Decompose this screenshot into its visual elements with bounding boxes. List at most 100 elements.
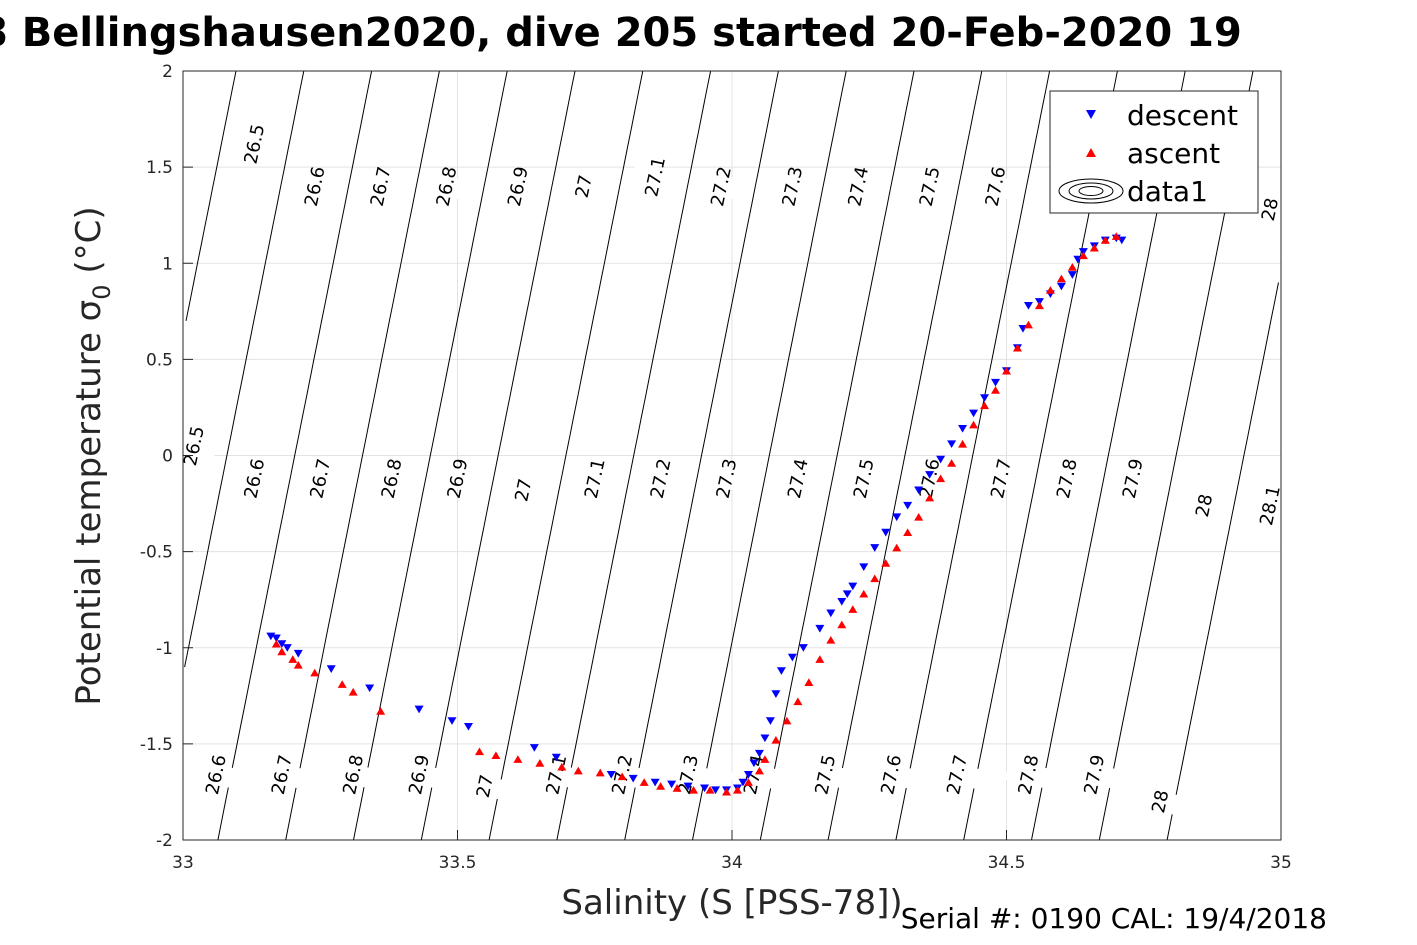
ascent-point (743, 778, 753, 786)
ascent-point (288, 655, 298, 663)
ascent-point (925, 493, 935, 502)
descent-point (683, 782, 693, 791)
isopycnal-line (692, 70, 847, 841)
descent-point (826, 609, 836, 618)
contour-label-backdrop (532, 760, 580, 789)
descent-point (837, 598, 847, 606)
ascent-point (870, 574, 880, 583)
ascent-point (771, 735, 781, 744)
descent-point (1056, 282, 1066, 291)
y-axis-ticks: -2 -1.5 -1 -0.5 0 0.5 1 1.5 2 (140, 62, 193, 851)
ascent-point (722, 787, 732, 796)
ascent-point (1100, 236, 1110, 244)
ascent-point (348, 687, 358, 696)
contour-label-backdrop (1043, 464, 1091, 493)
descent-series (266, 234, 1127, 795)
isopycnal-line (217, 70, 373, 841)
ascent-point (310, 668, 320, 677)
descent-point (771, 690, 781, 698)
ascent-point (892, 543, 902, 552)
ascent-point (1002, 366, 1011, 375)
y-tick-label: -1 (156, 639, 173, 659)
descent-point (765, 717, 775, 725)
x-tick-label: 35 (1270, 853, 1292, 873)
contour-label-backdrop (867, 760, 915, 789)
isopycnal-line (420, 70, 576, 841)
descent-point (293, 649, 303, 658)
descent-point (1067, 271, 1077, 279)
contour-label-backdrop (170, 431, 218, 461)
contour-label-backdrop (296, 464, 344, 493)
ascent-point (1067, 263, 1077, 271)
contour-label-backdrop (192, 760, 240, 789)
ascent-point (557, 762, 567, 771)
legend-ascent-label: ascent (1127, 137, 1220, 170)
ascent-point (732, 785, 742, 794)
contour-label: 27 (511, 477, 536, 504)
y-tick-label: 0.5 (146, 350, 173, 370)
contour-label-backdrop (840, 464, 888, 493)
isopycnal-line (895, 70, 1051, 841)
ascent-point (293, 661, 303, 669)
descent-point (980, 394, 990, 402)
ascent-point (1034, 301, 1044, 310)
contour-label-backdrop (906, 171, 954, 201)
descent-point (326, 665, 336, 673)
legend: descent ascent data1 (1049, 90, 1259, 214)
ascent-point (705, 785, 715, 794)
isopycnal-line (556, 70, 712, 841)
contour-label-backdrop (697, 171, 745, 201)
chart-title: 8 Bellingshausen2020, dive 205 started 2… (0, 10, 1242, 56)
contour-label-backdrop (499, 475, 547, 505)
descent-point (881, 528, 891, 537)
ascent-point (969, 420, 979, 429)
ascent-series (271, 232, 1121, 796)
contour-label: 28 (1148, 788, 1173, 815)
descent-point (743, 771, 753, 779)
descent-point (529, 744, 539, 752)
legend-descent-marker (1086, 110, 1096, 119)
descent-point (266, 632, 276, 641)
descent-point (551, 753, 561, 762)
ascent-point (491, 751, 501, 760)
legend-contour-icon (1058, 178, 1124, 204)
descent-point (870, 544, 880, 552)
contour-label-backdrop (1070, 760, 1118, 789)
contour-label-backdrop (631, 162, 679, 192)
contour-label: 27 (473, 773, 498, 800)
isopycnal-line (184, 70, 305, 668)
ascent-point (815, 655, 825, 663)
contour-label-backdrop (329, 760, 377, 789)
descent-point (606, 771, 616, 779)
contour-label-backdrop (230, 464, 278, 493)
descent-point (760, 734, 770, 743)
contour-label-backdrop (433, 464, 482, 493)
ascent-point (1089, 243, 1099, 252)
density-contours (184, 70, 1279, 841)
ascent-point (980, 401, 990, 410)
descent-point (271, 634, 281, 643)
ascent-point (376, 707, 386, 715)
ascent-point (271, 639, 281, 648)
contour-label-backdrop (664, 760, 712, 789)
ascent-point (337, 680, 347, 688)
ascent-point (1012, 343, 1022, 352)
descent-point (700, 784, 710, 793)
descent-point (711, 786, 721, 795)
ascent-point (991, 386, 1001, 394)
descent-point (848, 582, 858, 591)
ascent-point (617, 772, 627, 781)
descent-point (798, 644, 808, 652)
contour-label-backdrop (801, 760, 849, 789)
contour-label-backdrop (1004, 760, 1053, 789)
ascent-point (277, 647, 287, 656)
descent-point (277, 640, 287, 648)
descent-point (628, 774, 638, 783)
ascent-point (947, 459, 957, 467)
y-tick-label: 1.5 (146, 158, 173, 178)
ascent-point (1078, 251, 1088, 260)
contour-label-backdrop (933, 760, 981, 789)
ascent-point (760, 755, 770, 763)
ascent-point (881, 559, 891, 567)
y-axis-label: Potential temperature σ0 (°C) (69, 206, 116, 705)
